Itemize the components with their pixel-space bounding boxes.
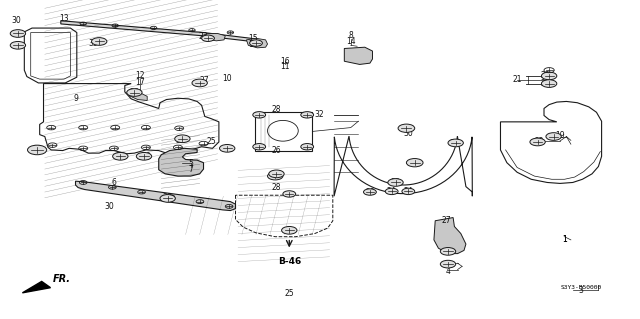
Text: 20: 20 xyxy=(540,71,550,80)
Text: 30: 30 xyxy=(163,193,173,202)
Text: 33: 33 xyxy=(115,152,125,161)
Text: 1: 1 xyxy=(562,235,567,244)
Text: 14: 14 xyxy=(346,37,356,46)
Text: 24: 24 xyxy=(403,187,413,196)
Circle shape xyxy=(160,195,175,202)
Text: 28: 28 xyxy=(272,183,281,192)
Text: FR.: FR. xyxy=(52,274,70,284)
Circle shape xyxy=(282,226,297,234)
Circle shape xyxy=(301,112,314,118)
Circle shape xyxy=(546,133,561,140)
Circle shape xyxy=(440,248,456,255)
Text: 10: 10 xyxy=(222,74,232,83)
Text: 32: 32 xyxy=(314,110,324,119)
Text: 25: 25 xyxy=(284,289,294,298)
Circle shape xyxy=(406,159,423,167)
Text: 30: 30 xyxy=(403,130,413,138)
Polygon shape xyxy=(76,181,236,211)
Circle shape xyxy=(398,124,415,132)
Polygon shape xyxy=(159,148,204,176)
Text: 30: 30 xyxy=(12,16,22,25)
Circle shape xyxy=(136,152,152,160)
Text: 15: 15 xyxy=(248,34,258,43)
Circle shape xyxy=(10,41,26,49)
Polygon shape xyxy=(434,218,466,254)
Text: 6: 6 xyxy=(111,178,116,187)
Text: B-46: B-46 xyxy=(278,257,301,266)
Text: 35: 35 xyxy=(390,178,401,187)
Text: 11: 11 xyxy=(280,63,289,71)
Circle shape xyxy=(448,139,463,147)
Text: 23: 23 xyxy=(198,32,209,41)
Circle shape xyxy=(192,79,207,87)
Text: 12: 12 xyxy=(135,71,144,80)
Text: 8: 8 xyxy=(348,31,353,40)
Text: 24: 24 xyxy=(387,187,397,196)
Text: 4: 4 xyxy=(445,267,451,276)
Text: 28: 28 xyxy=(272,105,281,114)
Text: 29: 29 xyxy=(540,79,550,88)
Circle shape xyxy=(269,170,284,178)
Text: 2: 2 xyxy=(445,261,451,270)
Circle shape xyxy=(250,40,262,46)
Text: 7: 7 xyxy=(188,165,193,174)
Text: 27: 27 xyxy=(200,76,210,85)
Text: 26: 26 xyxy=(129,88,140,97)
Polygon shape xyxy=(129,90,147,100)
Text: 17: 17 xyxy=(134,78,145,87)
Polygon shape xyxy=(61,21,257,42)
Text: 25: 25 xyxy=(224,145,234,154)
Circle shape xyxy=(92,38,107,45)
Polygon shape xyxy=(344,47,372,64)
Text: S3Y3-B50000: S3Y3-B50000 xyxy=(561,285,602,290)
Circle shape xyxy=(301,144,314,150)
Text: 9: 9 xyxy=(73,94,78,103)
Circle shape xyxy=(530,138,545,146)
Text: 22: 22 xyxy=(534,137,543,146)
Circle shape xyxy=(175,135,190,143)
Circle shape xyxy=(127,89,142,96)
Text: 33: 33 xyxy=(88,39,98,48)
Text: 13: 13 xyxy=(59,14,69,23)
Text: 30: 30 xyxy=(141,152,151,161)
Circle shape xyxy=(541,72,557,80)
Polygon shape xyxy=(22,281,51,293)
Text: 30: 30 xyxy=(410,159,420,168)
Circle shape xyxy=(113,152,128,160)
Text: 3: 3 xyxy=(579,286,584,295)
Polygon shape xyxy=(246,38,268,48)
Circle shape xyxy=(385,188,398,195)
Text: 16: 16 xyxy=(280,57,290,66)
Circle shape xyxy=(541,80,557,87)
Circle shape xyxy=(440,260,456,268)
Text: 5: 5 xyxy=(188,159,193,168)
Text: 31: 31 xyxy=(32,145,42,154)
Text: 28: 28 xyxy=(365,188,374,197)
Text: 26: 26 xyxy=(271,146,282,155)
Circle shape xyxy=(388,179,403,186)
Text: 30: 30 xyxy=(104,202,114,211)
Text: 18: 18 xyxy=(248,40,257,49)
Circle shape xyxy=(220,145,235,152)
Text: 27: 27 xyxy=(442,216,452,225)
Text: 36: 36 xyxy=(175,137,186,145)
Polygon shape xyxy=(202,33,225,41)
Circle shape xyxy=(10,30,26,37)
Circle shape xyxy=(202,35,214,41)
Text: 26: 26 xyxy=(271,171,282,180)
Text: 19: 19 xyxy=(555,131,565,140)
Text: 25: 25 xyxy=(206,137,216,146)
Circle shape xyxy=(364,189,376,195)
Text: 34: 34 xyxy=(449,139,460,148)
Circle shape xyxy=(402,188,415,195)
Circle shape xyxy=(28,145,47,155)
Circle shape xyxy=(283,191,296,197)
Text: 21: 21 xyxy=(513,75,522,84)
Circle shape xyxy=(253,112,266,118)
Circle shape xyxy=(268,172,283,180)
Circle shape xyxy=(253,144,266,150)
Text: 1: 1 xyxy=(562,235,567,244)
